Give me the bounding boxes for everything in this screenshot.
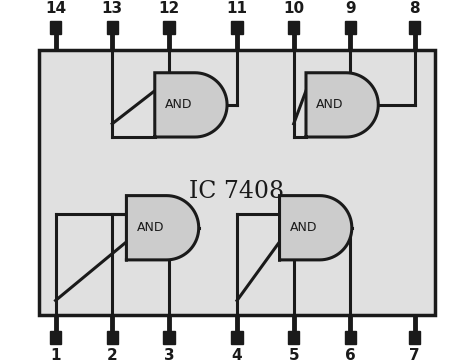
Bar: [50, 21, 61, 34]
Text: AND: AND: [137, 221, 164, 234]
Bar: [231, 21, 243, 34]
Bar: [345, 331, 356, 344]
Text: 14: 14: [45, 1, 66, 16]
Bar: [163, 21, 174, 34]
Bar: [107, 331, 118, 344]
Bar: [345, 21, 356, 34]
Polygon shape: [155, 73, 227, 137]
Bar: [288, 21, 300, 34]
Bar: [39, 50, 435, 315]
Polygon shape: [280, 195, 352, 260]
Bar: [409, 331, 420, 344]
Bar: [288, 331, 300, 344]
Text: 8: 8: [410, 1, 420, 16]
Text: AND: AND: [316, 98, 344, 111]
Text: 4: 4: [232, 348, 242, 363]
Text: 11: 11: [227, 1, 247, 16]
Bar: [50, 331, 61, 344]
Text: 2: 2: [107, 348, 118, 363]
Text: AND: AND: [290, 221, 318, 234]
Bar: [231, 331, 243, 344]
Text: 13: 13: [102, 1, 123, 16]
Text: 10: 10: [283, 1, 304, 16]
Polygon shape: [306, 73, 378, 137]
Text: 5: 5: [288, 348, 299, 363]
Text: 9: 9: [345, 1, 356, 16]
Bar: [409, 21, 420, 34]
Text: 6: 6: [345, 348, 356, 363]
Bar: [107, 21, 118, 34]
Text: 12: 12: [158, 1, 180, 16]
Text: 7: 7: [410, 348, 420, 363]
Text: AND: AND: [165, 98, 192, 111]
Polygon shape: [127, 195, 199, 260]
Text: 1: 1: [50, 348, 61, 363]
Bar: [163, 331, 174, 344]
Text: IC 7408: IC 7408: [190, 180, 284, 203]
Text: 3: 3: [164, 348, 174, 363]
